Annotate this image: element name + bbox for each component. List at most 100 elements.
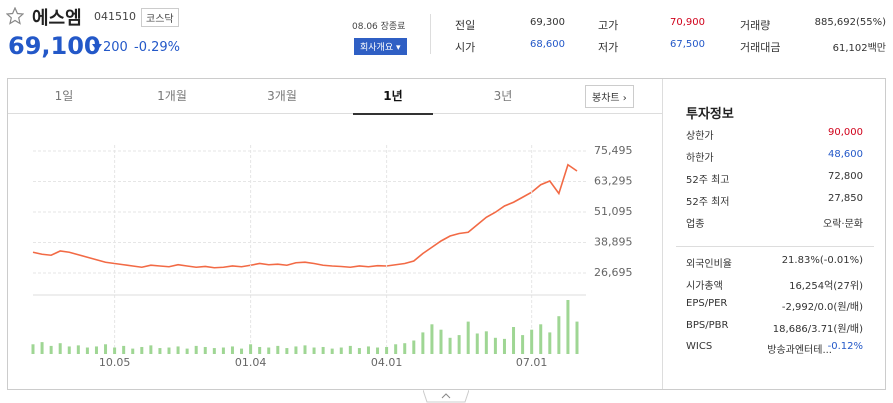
volume-bar [466,321,470,354]
price-line [32,163,578,269]
volume-bar [31,344,35,354]
candle-chart-label[interactable]: 봉차트 [592,93,620,104]
volume-bar [276,345,280,354]
stock-code: 041510 [94,10,136,23]
volume-bar [49,345,53,354]
x-tick-label: 07.01 [516,356,548,369]
tab[interactable]: 1개월 [157,89,187,103]
volume-bar [448,337,452,354]
invest-label: 외국인비율 [686,259,732,270]
change: 200 [103,40,128,55]
main-panel [7,78,886,390]
status: 08.06 장종료 [352,22,406,32]
volume-bar [457,335,461,354]
volume-bar [376,347,380,354]
volume-bar [484,331,488,354]
volume-bar [493,337,497,354]
volume-bar [94,346,98,354]
down-arrow [92,44,102,51]
volume-bar [212,348,216,354]
divider [430,14,431,54]
favorite-star[interactable] [6,7,24,25]
invest-label: 시가총액 [686,280,723,292]
volume-bar [403,343,407,354]
volume-bar [185,348,189,354]
panel-divider [662,79,663,389]
volume-bar [158,348,162,354]
volume-bar [258,346,262,354]
tab-border [8,113,662,114]
invest-value: 21.83%(-0.01%) [781,255,863,266]
company-button[interactable]: 회사개요 ▾ [354,38,407,55]
invest-value: 16,254억(27위) [789,280,863,292]
tab[interactable]: 3개월 [267,89,297,103]
volume-bar [412,340,416,354]
volume-bar [249,344,253,354]
volume-bar [230,346,234,354]
volume-bar [321,346,325,354]
change-pct: -0.29% [134,40,180,55]
volume-bar [294,346,298,354]
invest-value: 90,000 [828,127,863,138]
invest-label: WICS [686,341,713,352]
invest-label: 하한가 [686,153,714,164]
invest-value: 27,850 [828,193,863,204]
summary-value: 67,500 [670,39,705,50]
volume-bar [512,327,516,354]
invest-label: 52주 최고 [686,175,730,186]
invest-value: 방송과엔터테... [767,345,832,356]
volume-bar [421,332,425,354]
stock-name: 에스엠 [32,8,82,29]
volume-bar [267,347,271,354]
volume-bar [430,324,434,354]
volume-bar [539,324,543,354]
volume-bar [176,346,180,354]
volume-bar [475,333,479,354]
volume-bar [285,348,289,354]
company-button-label[interactable]: 회사개요 [360,43,394,53]
volume-bar [122,345,126,354]
invest-label: 52주 최저 [686,197,730,208]
volume-bar [330,348,334,354]
candle-chart-button[interactable]: 봉차트 › [585,85,634,108]
y-tick-label: 26,695 [594,266,633,279]
volume-bar [394,344,398,354]
tab[interactable]: 3년 [493,89,513,103]
volume-bar [339,347,343,354]
volume-bar [385,346,389,354]
price: 69,100 [8,32,101,60]
x-tick-label: 10.05 [99,356,131,369]
volume-bar [530,329,534,354]
summary-value: 885,692(55%) [814,17,886,28]
invest-separator [676,246,874,247]
invest-label: EPS/PER [686,298,728,309]
tab[interactable]: 1년 [353,80,433,115]
volume-bar [76,345,80,354]
y-tick-label: 75,495 [594,144,633,157]
invest-value: 48,600 [828,149,863,160]
volume-bar [131,348,135,354]
volume-bar [40,342,44,354]
volume-bar [85,347,89,354]
chart: 75,495 63,295 51,095 38,895 26,695 10.05 01.04… [31,144,633,369]
market-badge: 코스닥 [141,8,179,27]
volume-bar [312,347,316,354]
invest-value: 72,800 [828,171,863,182]
summary-value: 69,300 [530,17,565,28]
collapse-button[interactable] [423,390,469,403]
volume-bar [521,335,525,354]
tab[interactable]: 1일 [54,89,74,103]
invest-label: BPS/PBR [686,319,729,331]
summary-label: 고가 [598,19,619,32]
volume-bar [221,347,225,354]
volume-bar [439,329,443,354]
x-tick-label: 01.04 [235,356,267,369]
invest-value: 오락·문화 [823,219,863,230]
summary-label: 저가 [598,41,619,54]
invest-title: 투자정보 [686,107,734,122]
volume-bar [357,348,361,354]
y-tick-label: 38,895 [594,236,633,249]
invest-value: 18,686/3.71(원/배) [772,323,863,335]
volume-bar [240,348,244,354]
volume-bar [194,345,198,354]
